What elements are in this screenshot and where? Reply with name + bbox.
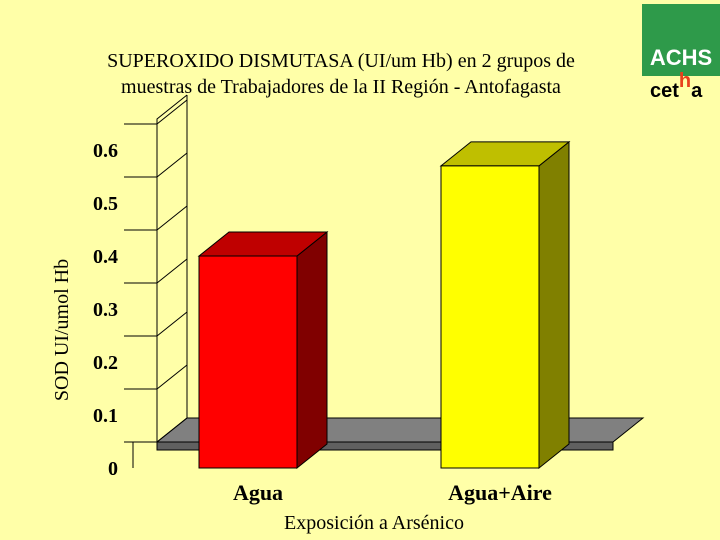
bar-side: [296, 230, 328, 470]
y-tick-label: 0.1: [93, 405, 118, 427]
y-tick-mark-depth: [156, 417, 188, 443]
y-tick-label: 0.5: [93, 193, 118, 215]
chart-title-line-2: muestras de Trabajadores de la II Región…: [121, 76, 561, 98]
cetha-logo-pre: cet: [650, 80, 679, 102]
bar-side: [538, 140, 570, 470]
left-wall-edge: [156, 94, 188, 442]
bar: [198, 255, 298, 469]
achs-logo-box: [642, 4, 720, 76]
y-tick-mark-depth: [156, 258, 188, 284]
bars: [197, 140, 571, 470]
cetha-logo: cetha: [650, 70, 703, 103]
y-tick-label: 0.2: [93, 352, 118, 374]
cetha-logo-h: h: [678, 70, 692, 92]
y-tick-mark-depth: [156, 311, 188, 337]
x-axis-categories: Agua Agua+Aire: [233, 480, 552, 505]
chart-title: SUPEROXIDO DISMUTASA (UI/um Hb) en 2 gru…: [0, 48, 682, 100]
chart-title-line-1: SUPEROXIDO DISMUTASA (UI/um Hb) en 2 gru…: [107, 50, 575, 72]
cetha-logo-post: a: [691, 80, 703, 102]
y-tick-mark-depth: [156, 99, 188, 125]
y-tick-mark-depth: [156, 152, 188, 178]
y-tick-label: 0.6: [93, 140, 118, 162]
y-axis-ticks: 0 0.1 0.2 0.3 0.4 0.5 0.6: [93, 99, 188, 480]
y-tick-label: 0.3: [93, 299, 118, 321]
y-tick-mark-depth: [156, 205, 188, 231]
achs-logo-text: ACHS: [649, 45, 713, 70]
x-tick-label: Agua+Aire: [448, 480, 552, 505]
bar: [440, 165, 540, 469]
y-tick-label: 0: [108, 458, 118, 480]
y-tick-mark-depth: [156, 364, 188, 390]
x-tick-label: Agua: [233, 480, 283, 505]
y-tick-label: 0.4: [93, 246, 118, 268]
x-axis-label: Exposición a Arsénico: [284, 512, 464, 534]
y-axis-label: SOD UI/umol Hb: [51, 259, 73, 401]
